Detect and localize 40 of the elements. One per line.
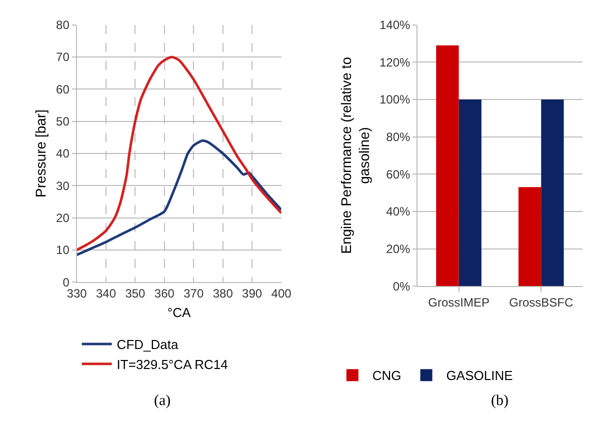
y-tick-label: 0% bbox=[392, 279, 411, 294]
x-tick-label: GrossBSFC bbox=[509, 296, 574, 310]
x-axis-title: °CA bbox=[167, 305, 191, 320]
y-tick-label: 60 bbox=[56, 82, 70, 96]
y-tick-label: 20% bbox=[386, 242, 411, 256]
bar bbox=[541, 99, 564, 286]
x-tick-label: 350 bbox=[125, 286, 146, 301]
x-tick-label: 370 bbox=[184, 286, 204, 301]
text: (a) bbox=[154, 393, 171, 409]
legend-label: IT=329.5°CA RC14 bbox=[116, 356, 228, 372]
y-tick-label: 10 bbox=[56, 243, 70, 258]
x-tick-label: 330 bbox=[66, 286, 88, 301]
y-tick-label: 60% bbox=[386, 167, 411, 182]
x-tick-label: 340 bbox=[96, 286, 116, 301]
y-axis-title: Pressure [bar] bbox=[32, 110, 49, 198]
y-tick-label: 30 bbox=[56, 178, 70, 193]
y-tick-label: 140% bbox=[379, 18, 411, 32]
text: (b) bbox=[491, 393, 508, 409]
y-axis-title: Engine Performance (relative to gasoline) bbox=[338, 56, 372, 254]
y-tick-label: 100% bbox=[379, 92, 411, 107]
legend-label: CFD_Data bbox=[116, 337, 179, 352]
x-tick-label: 360 bbox=[154, 286, 175, 301]
y-tick-label: 80 bbox=[56, 18, 70, 32]
y-tick-label: 40% bbox=[386, 204, 411, 219]
bar bbox=[458, 99, 482, 286]
y-tick-label: 120% bbox=[379, 55, 411, 70]
bar bbox=[436, 45, 459, 286]
y-tick-label: 70 bbox=[56, 50, 70, 64]
x-tick-label: 390 bbox=[242, 286, 262, 301]
legend-label: CNG bbox=[372, 368, 402, 384]
legend-label: GASOLINE bbox=[446, 368, 514, 384]
x-tick-label: GrossIMEP bbox=[428, 296, 490, 310]
y-tick-label: 40 bbox=[56, 146, 70, 161]
bar bbox=[518, 187, 542, 286]
x-tick-label: 400 bbox=[271, 286, 292, 301]
y-tick-label: 50 bbox=[56, 114, 70, 129]
y-tick-label: 80% bbox=[386, 130, 411, 144]
x-tick-label: 380 bbox=[212, 286, 234, 301]
y-tick-label: 0 bbox=[62, 275, 70, 290]
y-tick-label: 20 bbox=[56, 211, 70, 226]
